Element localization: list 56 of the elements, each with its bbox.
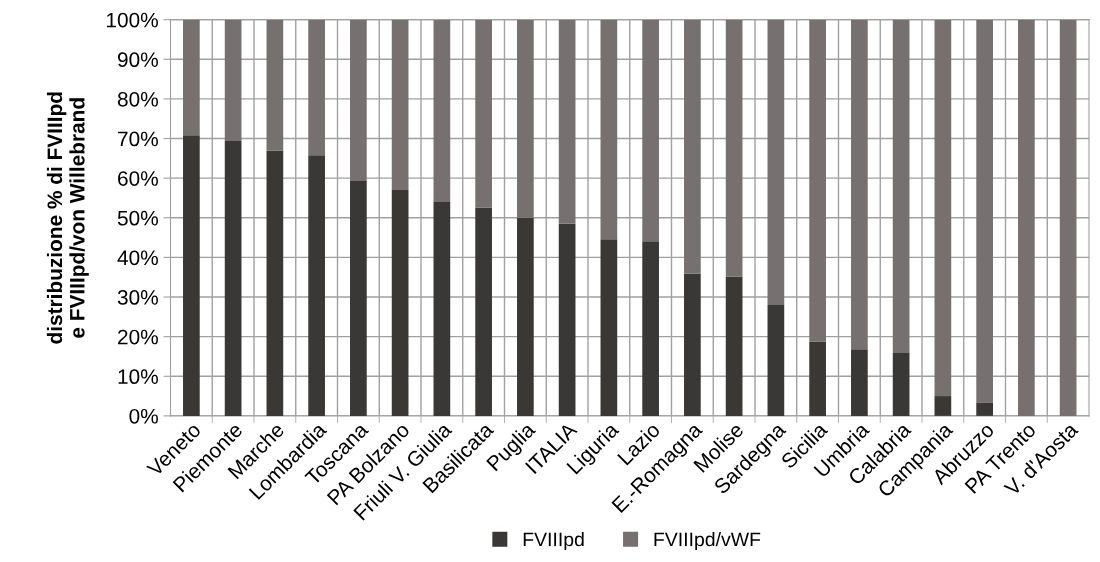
bar — [1018, 19, 1035, 416]
bar — [183, 135, 200, 416]
y-axis-title: distribuzione % di FVIIIpd e FVIIIpd/von Willebrand — [46, 92, 89, 344]
bar — [517, 217, 534, 416]
bar — [851, 19, 868, 350]
bar — [600, 19, 618, 240]
bar — [892, 352, 910, 416]
bar — [684, 273, 701, 416]
y-tick-label: 100% — [107, 12, 158, 28]
bar — [767, 19, 785, 305]
bar — [350, 19, 367, 181]
bar — [558, 19, 576, 224]
bar — [934, 19, 952, 397]
bar — [224, 19, 242, 141]
bar — [934, 396, 952, 416]
bar — [809, 19, 826, 342]
bar — [558, 223, 576, 416]
bar — [308, 155, 325, 416]
bar — [600, 239, 618, 416]
bar — [725, 19, 743, 277]
bar — [224, 140, 242, 416]
bar — [892, 19, 910, 353]
bar — [642, 19, 659, 242]
y-tick-label: 50% — [117, 210, 158, 226]
bar — [684, 19, 701, 274]
y-tick-label: 0% — [129, 408, 158, 424]
bar — [183, 19, 200, 136]
y-tick-label: 20% — [118, 329, 158, 345]
bar — [517, 19, 534, 218]
bar — [391, 19, 409, 191]
bar — [391, 190, 409, 416]
bar — [266, 150, 284, 416]
bar — [308, 19, 325, 156]
y-tick-label: 90% — [117, 52, 158, 68]
bar — [266, 19, 284, 151]
legend-label: FVIIIpd/vWF — [654, 531, 761, 551]
bar — [976, 19, 993, 403]
y-tick-label: 80% — [117, 91, 158, 107]
y-tick-label: 30% — [117, 290, 158, 305]
bar — [851, 349, 868, 416]
bar — [433, 201, 451, 416]
bar — [475, 207, 492, 416]
bar — [767, 304, 785, 416]
bar — [725, 276, 743, 416]
bar — [433, 19, 451, 202]
bar — [350, 180, 367, 416]
bar — [642, 241, 659, 416]
bar — [809, 341, 826, 416]
y-tick-label: 70% — [118, 131, 158, 147]
y-tick-label: 40% — [117, 250, 158, 266]
bar — [1059, 19, 1077, 416]
legend-label: FVIIIpd — [523, 531, 584, 551]
y-tick-label: 60% — [118, 171, 158, 186]
bar — [475, 19, 492, 208]
y-tick-label: 10% — [118, 369, 158, 385]
bar — [976, 402, 993, 416]
